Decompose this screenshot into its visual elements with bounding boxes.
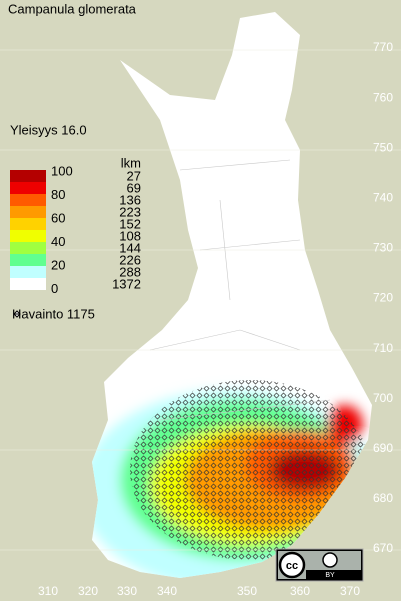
y-axis-label: 770 [373, 40, 393, 54]
legend-count: 136 [119, 192, 141, 207]
x-axis-label: 340 [157, 584, 177, 598]
y-axis-label: 690 [373, 441, 393, 455]
legend-count: 152 [119, 216, 141, 231]
legend-count: 1372 [112, 276, 141, 291]
y-axis-label: 710 [373, 341, 393, 355]
x-axis-label: 360 [290, 584, 310, 598]
legend-swatch [10, 242, 46, 254]
legend-scale-label: 40 [51, 234, 65, 249]
license-badge: cc BY [275, 548, 364, 582]
x-axis-label: 310 [38, 584, 58, 598]
frequency: Yleisyys 16.0 [10, 122, 87, 137]
y-axis-label: 680 [373, 491, 393, 505]
y-axis-label: 760 [373, 90, 393, 104]
legend-swatch [10, 206, 46, 218]
legend-swatch [10, 182, 46, 194]
legend-count: 27 [127, 168, 141, 183]
legend-count: 108 [119, 228, 141, 243]
legend-count: 226 [119, 252, 141, 267]
cc-label: cc [286, 560, 298, 572]
legend-scale-label: 60 [51, 210, 65, 225]
by-label: BY [325, 572, 335, 579]
legend-scale-label: 20 [51, 258, 65, 273]
y-axis-label: 730 [373, 241, 393, 255]
legend-swatch [10, 266, 46, 278]
legend-scale-label: 80 [51, 187, 65, 202]
legend-swatch [10, 218, 46, 230]
observation-marker [13, 310, 21, 318]
legend-swatch [10, 278, 46, 290]
legend-count: 288 [119, 264, 141, 279]
y-axis-label: 670 [373, 541, 393, 555]
legend-scale-label: 100 [51, 163, 73, 178]
legend-count: 144 [119, 240, 141, 255]
x-axis-label: 320 [78, 584, 98, 598]
x-axis-label: 330 [117, 584, 137, 598]
legend-count: 69 [127, 180, 141, 195]
legend-swatch [10, 254, 46, 266]
y-axis-label: 720 [373, 291, 393, 305]
legend: 100 80 60 40 20 0 lkm2769136223152108144226288… [10, 155, 141, 318]
y-axis-label: 740 [373, 190, 393, 204]
legend-scale-label: 0 [51, 281, 58, 296]
x-axis-label: 370 [340, 584, 360, 598]
x-axis-label: 350 [237, 584, 257, 598]
legend-swatch [10, 230, 46, 242]
y-axis-label: 750 [373, 140, 393, 154]
y-axis-label: 700 [373, 391, 393, 405]
legend-swatch [10, 170, 46, 182]
observations: Havainto 1175 [12, 306, 95, 321]
legend-count: 223 [119, 204, 141, 219]
map-title: Campanula glomerata [8, 1, 137, 16]
legend-count-header: lkm [121, 155, 141, 170]
legend-swatch [10, 194, 46, 206]
